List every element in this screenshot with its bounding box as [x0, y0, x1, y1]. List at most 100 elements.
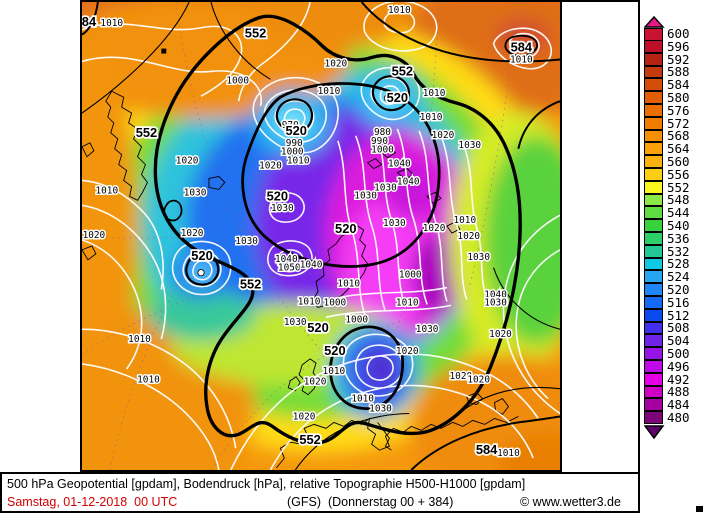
- colorbar-swatch: [644, 116, 663, 130]
- pressure-label: 990: [286, 138, 303, 149]
- pressure-label: 1010: [298, 296, 321, 307]
- colorbar-step: 512: [644, 309, 704, 323]
- colorbar-swatch: [644, 91, 663, 105]
- colorbar-swatch: [644, 180, 663, 194]
- geopotential-label: 520: [285, 123, 306, 138]
- pressure-label: 1020: [432, 130, 455, 141]
- low-center-markers: [161, 48, 392, 277]
- pressure-label: 1030: [467, 252, 490, 263]
- geopotential-label: 552: [392, 63, 413, 78]
- pressure-label: 1030: [374, 182, 397, 193]
- pressure-label: 1010: [497, 448, 520, 459]
- pressure-label: 1030: [369, 404, 392, 415]
- colorbar-value: 592: [667, 51, 690, 67]
- corner-artifact: [696, 506, 703, 512]
- pressure-label: 1010: [388, 5, 411, 16]
- colorbar-step: 580: [644, 91, 704, 105]
- pressure-label: 1030: [284, 317, 307, 328]
- colorbar-step: 532: [644, 245, 704, 259]
- map-panel: 1010 1000 1020 1010 1010 1010 1010 1010 1010 1020…: [80, 0, 562, 472]
- pressure-label: 1030: [271, 203, 294, 214]
- colorbar-swatch: [644, 28, 663, 41]
- colorbar-step: 516: [644, 294, 704, 310]
- colorbar-swatch: [644, 65, 663, 79]
- copyright: © www.wetter3.de: [520, 495, 621, 509]
- pressure-label: 1010: [128, 334, 151, 345]
- pressure-label: 990: [371, 136, 388, 147]
- colorbar-value: 544: [667, 205, 690, 221]
- pressure-label: 1020: [450, 371, 473, 382]
- colorbar-swatch: [644, 385, 663, 399]
- pressure-label: 1010: [100, 18, 123, 29]
- colorbar-step: 544: [644, 205, 704, 221]
- isobar-contours: [82, 2, 560, 470]
- colorbar-swatch: [644, 334, 663, 348]
- colorbar-swatch: [644, 283, 663, 296]
- colorbar-step: 528: [644, 258, 704, 271]
- pressure-label: 1000: [324, 297, 347, 308]
- colorbar-step: 524: [644, 270, 704, 284]
- colorbar-step: 508: [644, 322, 704, 335]
- colorbar-value: 496: [667, 358, 690, 374]
- pressure-label: 1010: [337, 279, 360, 290]
- pressure-label: 1010: [95, 185, 118, 196]
- colorbar-swatch: [644, 206, 663, 220]
- pressure-label: 1020: [457, 231, 480, 242]
- pressure-label: 1020: [423, 223, 446, 234]
- geopotential-label: 520: [387, 90, 408, 105]
- pressure-label: 1010: [423, 88, 446, 99]
- colorbar-step: 520: [644, 283, 704, 297]
- pressure-label: 1010: [351, 394, 374, 405]
- pressure-label: 1030: [485, 297, 508, 308]
- colorbar-value: 516: [667, 294, 690, 310]
- pressure-label: 1020: [489, 329, 512, 340]
- pressure-label: 1030: [416, 324, 439, 335]
- colorbar-step: 572: [644, 115, 704, 131]
- pressure-label: 970: [282, 120, 299, 131]
- pressure-label: 980: [374, 127, 391, 138]
- colorbar-step: 488: [644, 386, 704, 399]
- frame-right-line: [638, 0, 640, 513]
- pressure-label: 1040: [397, 176, 420, 187]
- colorbar-step: 480: [644, 411, 704, 425]
- pressure-label: 1000: [399, 270, 422, 281]
- colorbar-step: 568: [644, 130, 704, 143]
- colorbar-value: 492: [667, 371, 690, 387]
- pressure-label: 1020: [259, 161, 282, 172]
- colorbar-legend: 600 596 592 588 584 580 576 572 568 564 560 556 552 5…: [644, 16, 704, 439]
- colorbar-arrow-up: [644, 16, 665, 28]
- geopotential-label: 520: [335, 221, 356, 236]
- geopotential-label: 520: [307, 320, 328, 335]
- pressure-label: 1030: [235, 236, 258, 247]
- geopotential-label: 552: [299, 432, 320, 447]
- geopotential-contours: [82, 2, 560, 470]
- colorbar-swatch: [644, 372, 663, 386]
- colorbar-step: 596: [644, 38, 704, 54]
- pressure-label: 1000: [371, 145, 394, 156]
- pressure-label: 1010: [318, 86, 341, 97]
- colorbar-value: 564: [667, 141, 690, 157]
- colorbar-swatch: [644, 411, 663, 424]
- pressure-label: 1020: [304, 377, 327, 388]
- colorbar-step: 496: [644, 358, 704, 374]
- pressure-label: 1020: [176, 156, 199, 167]
- colorbar-swatch: [644, 142, 663, 156]
- colorbar-value: 484: [667, 397, 690, 413]
- colorbar-swatch: [644, 168, 663, 181]
- colorbar-swatch: [644, 347, 663, 360]
- colorbar-step: 556: [644, 168, 704, 182]
- colorbar-value: 572: [667, 115, 690, 131]
- colorbar-swatch: [644, 193, 663, 207]
- map-marker: [161, 48, 167, 54]
- colorbar-value: 600: [667, 26, 690, 41]
- pressure-label: 1020: [293, 411, 316, 422]
- colorbar-step: 592: [644, 51, 704, 67]
- pressure-label: 1010: [453, 215, 476, 226]
- colorbar-value: 528: [667, 256, 690, 272]
- colorbar-value: 596: [667, 38, 690, 54]
- colorbar-step: 560: [644, 155, 704, 169]
- colorbar-swatch: [644, 52, 663, 66]
- colorbar-step: 540: [644, 219, 704, 233]
- colorbar-value: 536: [667, 230, 690, 246]
